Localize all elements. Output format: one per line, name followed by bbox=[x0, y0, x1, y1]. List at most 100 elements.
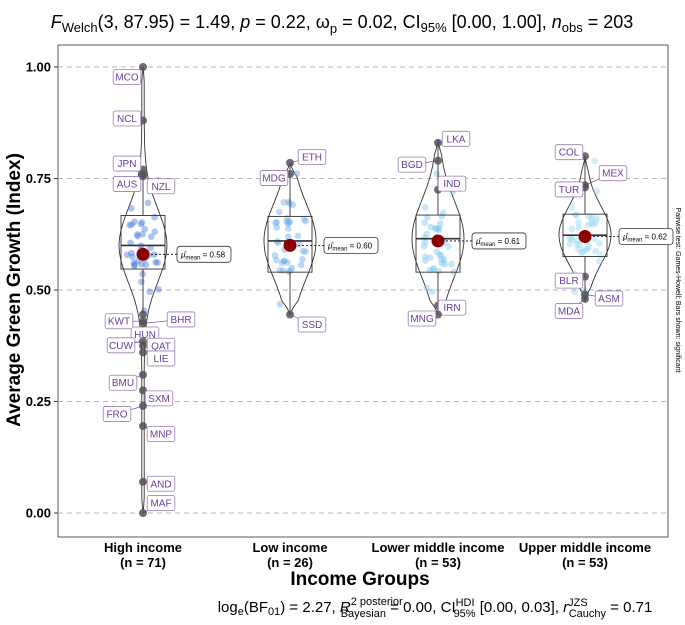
mean-label-box bbox=[176, 245, 232, 263]
data-point bbox=[284, 259, 291, 266]
data-point bbox=[421, 253, 429, 260]
data-point bbox=[284, 233, 292, 241]
x-tick-n-label: (n = 53) bbox=[415, 555, 461, 570]
data-point bbox=[152, 259, 159, 266]
outlier-label: BGD bbox=[401, 160, 423, 171]
outlier-label: AND bbox=[150, 479, 171, 490]
x-tick-label: High income bbox=[104, 540, 182, 555]
outlier-label-box bbox=[397, 156, 427, 173]
data-point bbox=[141, 225, 149, 233]
mean-label: μ̂mean = 0.61 bbox=[475, 237, 521, 248]
outlier-label-box bbox=[437, 299, 467, 316]
group-upper-middle-income: Upper middle income(n = 53) COL MEX TUR BLR A… bbox=[519, 144, 674, 570]
x-tick-label: Upper middle income bbox=[519, 540, 651, 555]
outlier-label: MNG bbox=[410, 314, 434, 325]
outlier-label: MCO bbox=[115, 73, 139, 84]
outlier-label: BHR bbox=[170, 315, 191, 326]
data-point bbox=[146, 288, 153, 296]
outlier-label: IND bbox=[443, 179, 460, 190]
outlier-label: MEX bbox=[602, 169, 624, 180]
outlier-label: BMU bbox=[112, 378, 134, 389]
data-point bbox=[280, 257, 288, 265]
y-tick-label: 0.00 bbox=[26, 506, 51, 521]
outlier-label-box bbox=[144, 390, 174, 407]
mean-label: μ̂mean = 0.58 bbox=[180, 250, 226, 261]
data-point bbox=[273, 219, 281, 226]
y-tick-label: 0.25 bbox=[26, 394, 51, 409]
data-point bbox=[127, 239, 134, 247]
outlier-label: JPN bbox=[118, 159, 137, 170]
plot-area: 0.00 0.25 0.50 0.75 1.00 High income(n = 71) M… bbox=[26, 44, 674, 570]
outlier-label-box bbox=[102, 406, 132, 422]
data-point bbox=[297, 261, 305, 269]
data-point bbox=[432, 224, 439, 232]
data-point bbox=[127, 204, 135, 212]
outlier-label: MAF bbox=[150, 499, 171, 510]
outlier-label-box bbox=[146, 495, 176, 511]
data-point bbox=[421, 203, 429, 211]
data-point bbox=[151, 213, 158, 221]
data-point bbox=[584, 221, 592, 229]
outlier-label-box bbox=[554, 272, 584, 289]
data-point bbox=[421, 238, 429, 246]
outlier-label-box bbox=[594, 290, 624, 307]
outlier-label: NCL bbox=[117, 114, 137, 125]
outlier-label: LIE bbox=[153, 354, 168, 365]
outlier-label-box bbox=[146, 475, 176, 492]
data-point bbox=[438, 259, 446, 267]
outlier-label-box bbox=[441, 130, 471, 147]
outlier-label-box bbox=[297, 316, 327, 333]
outlier-label: BLR bbox=[559, 276, 578, 287]
data-point bbox=[285, 218, 292, 225]
data-point bbox=[433, 225, 440, 233]
data-point bbox=[575, 223, 583, 231]
data-point bbox=[284, 220, 292, 227]
data-point bbox=[440, 256, 448, 263]
data-point bbox=[129, 253, 136, 261]
outlier-label: KWT bbox=[108, 317, 130, 328]
data-point bbox=[138, 260, 145, 268]
outlier-label-box bbox=[146, 350, 176, 367]
data-point bbox=[424, 214, 431, 221]
outlier-label-box bbox=[146, 178, 176, 195]
mean-point bbox=[283, 238, 297, 252]
data-point bbox=[147, 244, 154, 252]
data-point bbox=[436, 252, 444, 259]
data-point bbox=[592, 218, 600, 226]
outlier-label-box bbox=[166, 311, 196, 328]
data-point bbox=[591, 235, 598, 243]
mean-label-box bbox=[323, 236, 379, 254]
iqr-box bbox=[267, 215, 313, 273]
x-tick-label: Low income bbox=[252, 540, 327, 555]
data-point bbox=[426, 254, 434, 262]
mean-label: μ̂mean = 0.62 bbox=[622, 232, 668, 243]
data-point bbox=[128, 221, 135, 228]
data-point bbox=[137, 220, 145, 228]
mean-label-box bbox=[618, 228, 674, 245]
data-point bbox=[421, 219, 429, 227]
pairwise-note: Pairwise test: Games-Howell; Bars shown:… bbox=[674, 208, 681, 373]
data-point bbox=[278, 259, 286, 267]
x-tick-n-label: (n = 71) bbox=[120, 555, 166, 570]
outlier-label-box bbox=[146, 426, 176, 442]
data-point bbox=[566, 240, 573, 248]
data-point bbox=[437, 251, 445, 259]
data-point bbox=[593, 187, 601, 195]
data-point bbox=[430, 265, 438, 272]
y-tick-label: 0.50 bbox=[26, 283, 51, 298]
data-point bbox=[448, 260, 455, 268]
data-point bbox=[302, 217, 309, 225]
data-point bbox=[286, 218, 294, 226]
data-point bbox=[575, 218, 582, 226]
data-point bbox=[576, 241, 584, 249]
outlier-label-box bbox=[297, 148, 327, 165]
data-point bbox=[123, 251, 131, 259]
data-point bbox=[568, 234, 576, 241]
outlier-label-box bbox=[112, 155, 142, 172]
data-point bbox=[147, 233, 155, 241]
mean-point bbox=[431, 234, 445, 248]
outlier-label: NZL bbox=[152, 182, 171, 193]
mean-point bbox=[578, 229, 592, 243]
outlier-label: QAT bbox=[151, 341, 171, 352]
outlier-label: MNP bbox=[150, 430, 173, 441]
